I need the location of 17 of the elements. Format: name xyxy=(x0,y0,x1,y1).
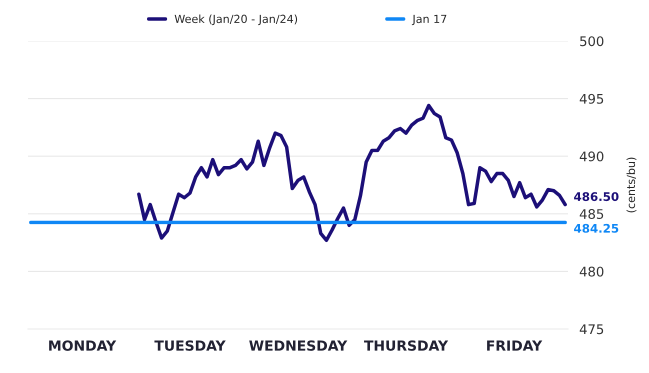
x-tick-label: FRIDAY xyxy=(487,340,542,351)
text: 486.50 xyxy=(574,192,619,202)
legend-label: Week (Jan/20 - Jan/24) xyxy=(174,14,298,26)
x-tick-label: THURSDAY xyxy=(364,340,448,351)
y-tick-label: 485 xyxy=(580,209,604,219)
y-tick-label: 500 xyxy=(580,36,604,46)
y-tick-label: 490 xyxy=(580,151,604,162)
text: 484.25 xyxy=(574,224,618,233)
legend-label: Jan 17 xyxy=(412,14,446,26)
line-series xyxy=(137,104,567,242)
y-tick-label: 480 xyxy=(580,266,604,277)
x-tick-label: MONDAY xyxy=(49,340,116,351)
y-tick-label: 475 xyxy=(580,324,604,334)
y-tick-label: 495 xyxy=(580,94,604,104)
x-tick-label: TUESDAY xyxy=(154,340,226,351)
x-tick-label: WEDNESDAY xyxy=(249,340,348,351)
y-axis-title: (cents/bu) xyxy=(626,158,636,212)
